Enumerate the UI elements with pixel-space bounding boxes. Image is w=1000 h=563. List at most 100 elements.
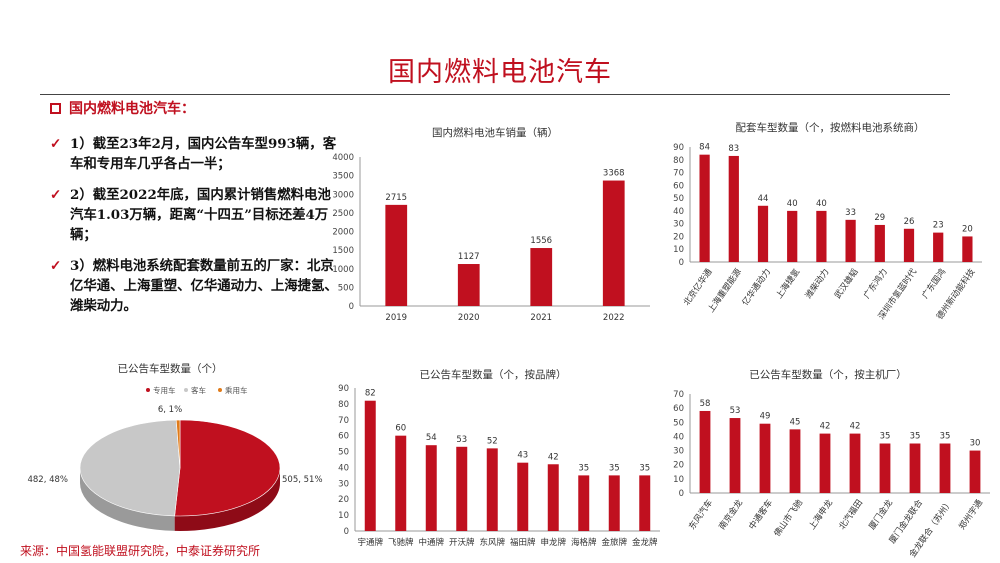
bar — [456, 446, 468, 531]
y-tick-label: 50 — [673, 194, 684, 204]
x-tick-label: 开沃牌 — [449, 537, 475, 548]
y-tick-label: 20 — [338, 495, 349, 505]
pie-slice — [174, 419, 281, 517]
y-tick-label: 1000 — [332, 265, 354, 275]
y-tick-label: 80 — [673, 156, 684, 166]
bar — [909, 443, 921, 493]
bar — [874, 224, 885, 262]
data-label: 42 — [548, 452, 559, 462]
checkmark-icon: ✓ — [50, 136, 62, 152]
bar — [903, 228, 915, 262]
bar — [933, 232, 944, 262]
data-label: 45 — [790, 417, 801, 427]
x-tick-label: 厦门金龙 — [867, 497, 896, 532]
data-label: 20 — [962, 224, 973, 234]
y-tick-label: 0 — [349, 302, 354, 312]
y-tick-label: 3000 — [332, 190, 354, 200]
x-tick-label: 东风牌 — [479, 537, 505, 548]
bar — [547, 464, 559, 531]
bar — [530, 248, 553, 306]
bar — [425, 445, 437, 531]
data-label: 2715 — [385, 193, 407, 203]
y-tick-label: 30 — [673, 220, 684, 230]
oem-bar-chart: 已公告车型数量（个，按主机厂） 0 10 20 30 40 50 60 70 58 东风汽车 53 南京… — [673, 368, 990, 560]
y-tick-label: 50 — [673, 418, 684, 428]
bar — [699, 410, 711, 493]
section-heading-text: 国内燃料电池汽车： — [69, 101, 195, 117]
brand-bar-chart: 已公告车型数量（个，按品牌） 0 10 20 30 40 50 60 70 80 90 82 宇通牌 60… — [338, 368, 660, 548]
bar — [578, 475, 590, 531]
data-label: 60 — [395, 424, 406, 434]
pie-slice — [79, 419, 181, 517]
data-label: 40 — [816, 199, 827, 209]
data-label: 83 — [728, 144, 739, 154]
bullet-item: ✓ 3）燃料电池系统配套数量前五的厂家：北京亿华通、上海重塑、亿华通动力、上海捷… — [50, 256, 340, 316]
x-tick-label: 金龙牌 — [632, 537, 658, 548]
x-tick-label: 宇通牌 — [357, 537, 383, 548]
data-label: 52 — [487, 436, 498, 446]
y-tick-label: 1500 — [332, 246, 354, 256]
chart-title: 已公告车型数量（个） — [118, 362, 223, 375]
y-tick-label: 70 — [673, 390, 684, 400]
bullet-text: 3）燃料电池系统配套数量前五的厂家：北京亿华通、上海重塑、亿华通动力、上海捷氢、… — [70, 258, 338, 314]
y-tick-label: 40 — [673, 207, 684, 217]
bar — [787, 210, 798, 262]
x-tick-label: 2019 — [385, 313, 407, 323]
bar — [457, 264, 480, 306]
bullet-list: ✓ 1）截至23年2月，国内公告车型993辆，客车和专用车几乎各占一半； ✓ 2… — [50, 134, 340, 327]
y-tick-label: 2000 — [332, 228, 354, 238]
bar — [819, 433, 831, 493]
x-tick-label: 南京金龙 — [717, 497, 746, 532]
x-tick-label: 潍柴动力 — [803, 267, 832, 301]
bar — [364, 400, 376, 531]
data-label: 23 — [933, 221, 944, 231]
checkmark-icon: ✓ — [50, 187, 62, 203]
pie-slice — [175, 419, 181, 469]
legend-marker — [218, 388, 222, 392]
y-tick-label: 0 — [679, 258, 684, 268]
legend-label: 乘用车 — [225, 385, 248, 395]
y-tick-label: 80 — [338, 400, 349, 410]
data-label: 54 — [426, 433, 437, 443]
bullet-text: 1）截至23年2月，国内公告车型993辆，客车和专用车几乎各占一半； — [70, 136, 337, 172]
data-label: 49 — [760, 412, 771, 422]
bar — [699, 154, 710, 262]
bar — [757, 205, 769, 262]
y-tick-label: 60 — [673, 404, 684, 414]
data-label: 1556 — [530, 236, 552, 246]
x-tick-label: 广东鸿力 — [861, 267, 890, 301]
bullet-text: 2）截至2022年底，国内累计销售燃料电池汽车1.03万辆，距离“十四五”目标还… — [70, 187, 331, 243]
legend-label: 客车 — [191, 385, 206, 395]
y-tick-label: 50 — [338, 448, 349, 458]
bar — [879, 443, 891, 493]
x-tick-label: 2022 — [603, 313, 625, 323]
data-label: 40 — [787, 199, 798, 209]
bar — [728, 155, 739, 262]
bar — [969, 450, 981, 493]
bar — [759, 423, 771, 493]
legend-label: 专用车 — [153, 385, 176, 395]
y-tick-label: 0 — [679, 489, 684, 499]
x-tick-label: 中通客车 — [747, 498, 776, 532]
y-tick-label: 30 — [673, 447, 684, 457]
x-tick-label: 上海捷氢 — [774, 266, 803, 301]
section-heading: 国内燃料电池汽车： — [50, 98, 195, 118]
data-label: 35 — [639, 463, 650, 473]
y-tick-label: 3500 — [332, 172, 354, 182]
title-divider — [40, 94, 950, 95]
bar — [486, 448, 498, 531]
data-label: 26 — [904, 217, 915, 227]
y-tick-label: 40 — [673, 432, 684, 442]
chart-title: 配套车型数量（个，按燃料电池系统商） — [736, 121, 925, 134]
y-tick-label: 20 — [673, 461, 684, 471]
chart-title: 已公告车型数量（个，按主机厂） — [749, 368, 907, 381]
pie-data-label: 482, 48% — [27, 475, 68, 485]
bullet-item: ✓ 2）截至2022年底，国内累计销售燃料电池汽车1.03万辆，距离“十四五”目… — [50, 185, 340, 245]
x-tick-label: 上海申龙 — [807, 497, 836, 532]
bar — [385, 204, 408, 306]
bar — [789, 429, 801, 493]
x-tick-label: 2021 — [530, 313, 552, 323]
x-tick-label: 东风汽车 — [687, 498, 716, 532]
y-tick-label: 20 — [673, 232, 684, 242]
y-tick-label: 4000 — [332, 153, 354, 163]
